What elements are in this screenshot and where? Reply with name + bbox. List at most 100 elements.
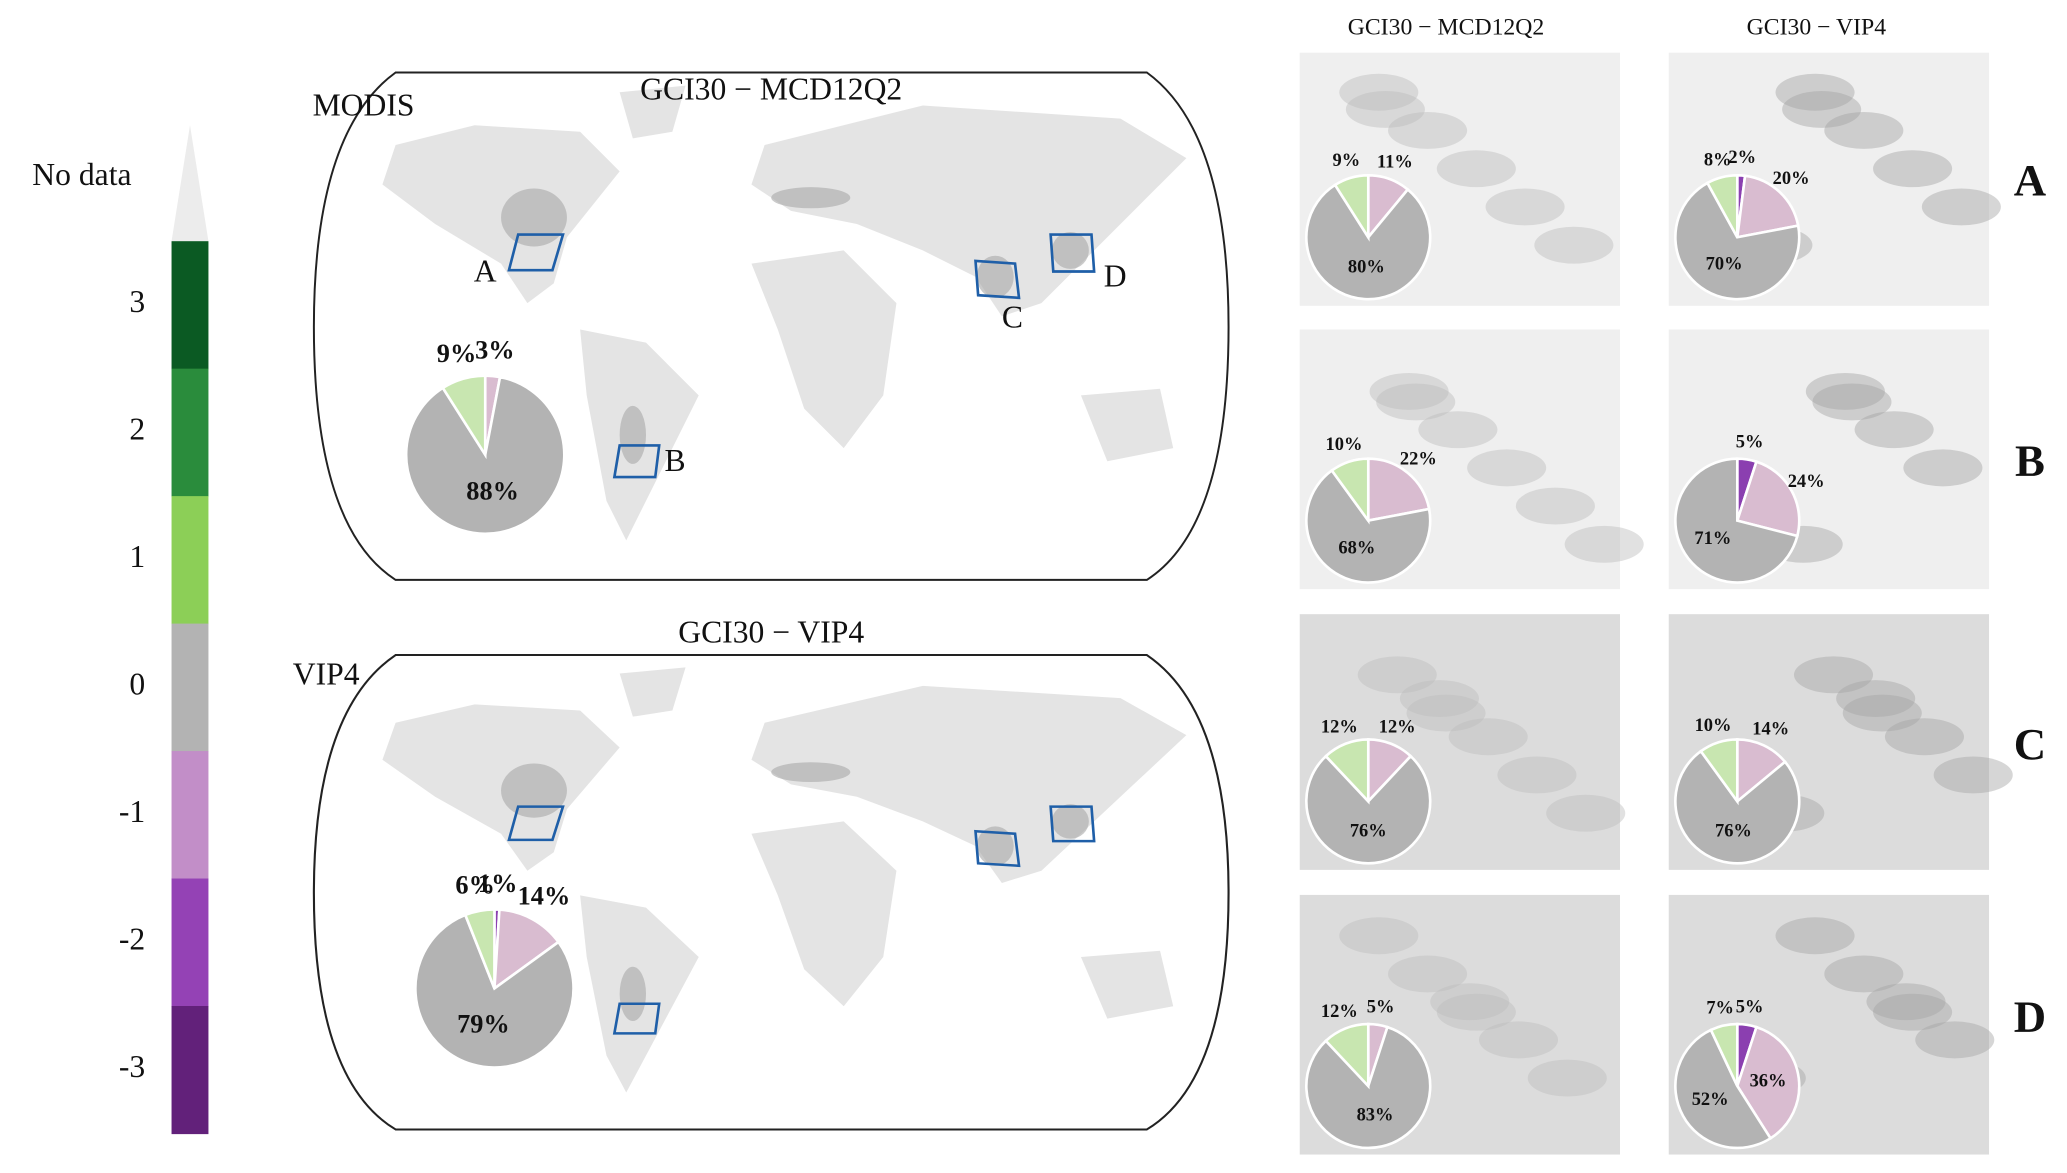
pie-slice bbox=[1699, 738, 1739, 806]
pie-value-label: 9% bbox=[437, 339, 477, 368]
map-modis bbox=[312, 71, 1230, 581]
pie-slice bbox=[1735, 1025, 1801, 1141]
texture bbox=[1793, 656, 1874, 694]
texture bbox=[1873, 150, 1953, 188]
column-title: GCI30 − MCD12Q2 bbox=[1348, 14, 1545, 40]
colorbar-label: 2 bbox=[129, 412, 145, 447]
texture bbox=[1921, 188, 2001, 226]
texture bbox=[1406, 694, 1486, 732]
pie-value-label: 68% bbox=[1338, 538, 1375, 558]
texture bbox=[1369, 372, 1449, 410]
pie-value-label: 36% bbox=[1750, 1070, 1787, 1090]
pie-value-label: 22% bbox=[1400, 448, 1437, 468]
texture bbox=[1824, 955, 1904, 993]
texture bbox=[1775, 73, 1855, 111]
pie-value-label: 71% bbox=[1694, 528, 1731, 548]
texture bbox=[1534, 226, 1614, 264]
pie-slice bbox=[414, 913, 575, 1069]
colorbar-label: -1 bbox=[119, 794, 145, 829]
texture bbox=[1824, 112, 1904, 149]
pie-value-label: 10% bbox=[1695, 715, 1732, 735]
pie-value-label: 3% bbox=[475, 335, 515, 364]
pie-slice bbox=[463, 908, 496, 989]
texture bbox=[1515, 487, 1595, 525]
pie-value-label: 12% bbox=[1321, 1001, 1358, 1021]
pie-value-label: 14% bbox=[1752, 718, 1789, 738]
row-label: D bbox=[2014, 992, 2046, 1042]
pie-slice bbox=[1305, 754, 1432, 865]
colorbar-segment bbox=[171, 878, 209, 1007]
pie-slice bbox=[1674, 1028, 1773, 1150]
map-label: MODIS bbox=[313, 87, 415, 122]
texture bbox=[1812, 383, 1892, 421]
texture bbox=[1388, 955, 1468, 993]
map-vip4 bbox=[312, 653, 1230, 1131]
texture bbox=[1388, 112, 1468, 149]
texture bbox=[1805, 372, 1885, 410]
texture bbox=[1873, 993, 1953, 1031]
pie-slice bbox=[1324, 1022, 1370, 1090]
pie-value-label: 52% bbox=[1692, 1089, 1729, 1109]
texture bbox=[1430, 983, 1510, 1021]
pie-value-label: 10% bbox=[1326, 434, 1363, 454]
colorbar-label: No data bbox=[32, 157, 131, 192]
pie-value-label: 70% bbox=[1706, 253, 1743, 273]
pie-slice bbox=[1333, 173, 1370, 242]
texture bbox=[1345, 90, 1425, 128]
texture bbox=[1836, 680, 1916, 717]
texture bbox=[1399, 680, 1479, 717]
pie-value-label: 1% bbox=[478, 869, 518, 898]
texture bbox=[1485, 188, 1565, 226]
pie-value-label: 9% bbox=[1333, 150, 1361, 170]
colorbar-segment bbox=[171, 368, 209, 497]
texture bbox=[1436, 150, 1516, 188]
texture bbox=[1933, 756, 2013, 794]
pie-value-label: 24% bbox=[1788, 471, 1825, 491]
map-title: GCI30 − VIP4 bbox=[678, 615, 864, 650]
texture bbox=[1497, 756, 1577, 794]
colorbar-segment bbox=[171, 623, 209, 752]
texture bbox=[1376, 383, 1456, 421]
texture bbox=[1357, 656, 1437, 694]
colorbar-label: 1 bbox=[129, 539, 145, 574]
map-title: GCI30 − MCD12Q2 bbox=[640, 72, 902, 107]
row-label: B bbox=[2015, 436, 2045, 486]
colorbar-segment bbox=[171, 751, 209, 880]
texture bbox=[1842, 694, 1922, 732]
map-label: VIP4 bbox=[293, 657, 360, 692]
texture bbox=[1339, 917, 1419, 955]
pie-slice bbox=[1324, 738, 1370, 805]
texture bbox=[1478, 1021, 1559, 1059]
pie-slice bbox=[1735, 460, 1801, 538]
pie-value-label: 20% bbox=[1773, 168, 1810, 188]
texture bbox=[1564, 525, 1644, 563]
pie-slice bbox=[1674, 457, 1799, 584]
pie-value-label: 80% bbox=[1348, 256, 1385, 276]
pie-slice bbox=[1330, 457, 1370, 525]
texture bbox=[1866, 983, 1946, 1021]
pie-value-label: 88% bbox=[466, 477, 519, 506]
pie-value-label: 5% bbox=[1736, 997, 1764, 1017]
no-data-triangle bbox=[171, 125, 209, 242]
pie-value-label: 11% bbox=[1377, 152, 1413, 172]
pie-value-label: 7% bbox=[1706, 998, 1734, 1018]
texture bbox=[1436, 993, 1516, 1031]
pie-value-label: 76% bbox=[1715, 820, 1752, 840]
pie-value-label: 2% bbox=[1728, 147, 1756, 167]
row-label: C bbox=[2014, 719, 2046, 769]
texture bbox=[1775, 917, 1855, 955]
colorbar-label: -2 bbox=[119, 922, 145, 957]
colorbar-label: -3 bbox=[119, 1049, 145, 1084]
column-title: GCI30 − VIP4 bbox=[1747, 14, 1887, 40]
pie-value-label: 8% bbox=[1704, 149, 1732, 169]
box-label: A bbox=[474, 253, 497, 288]
texture bbox=[1782, 90, 1862, 128]
colorbar: No data 3 2 1 0 -1 -2 -3 bbox=[32, 125, 209, 1135]
pie-slice bbox=[492, 908, 561, 992]
pie-value-label: 12% bbox=[1321, 717, 1358, 737]
pie-value-label: 5% bbox=[1367, 997, 1395, 1017]
pie-slice bbox=[441, 374, 487, 460]
pie-value-label: 14% bbox=[518, 881, 571, 910]
colorbar-segment bbox=[171, 241, 209, 370]
texture bbox=[1448, 718, 1528, 756]
